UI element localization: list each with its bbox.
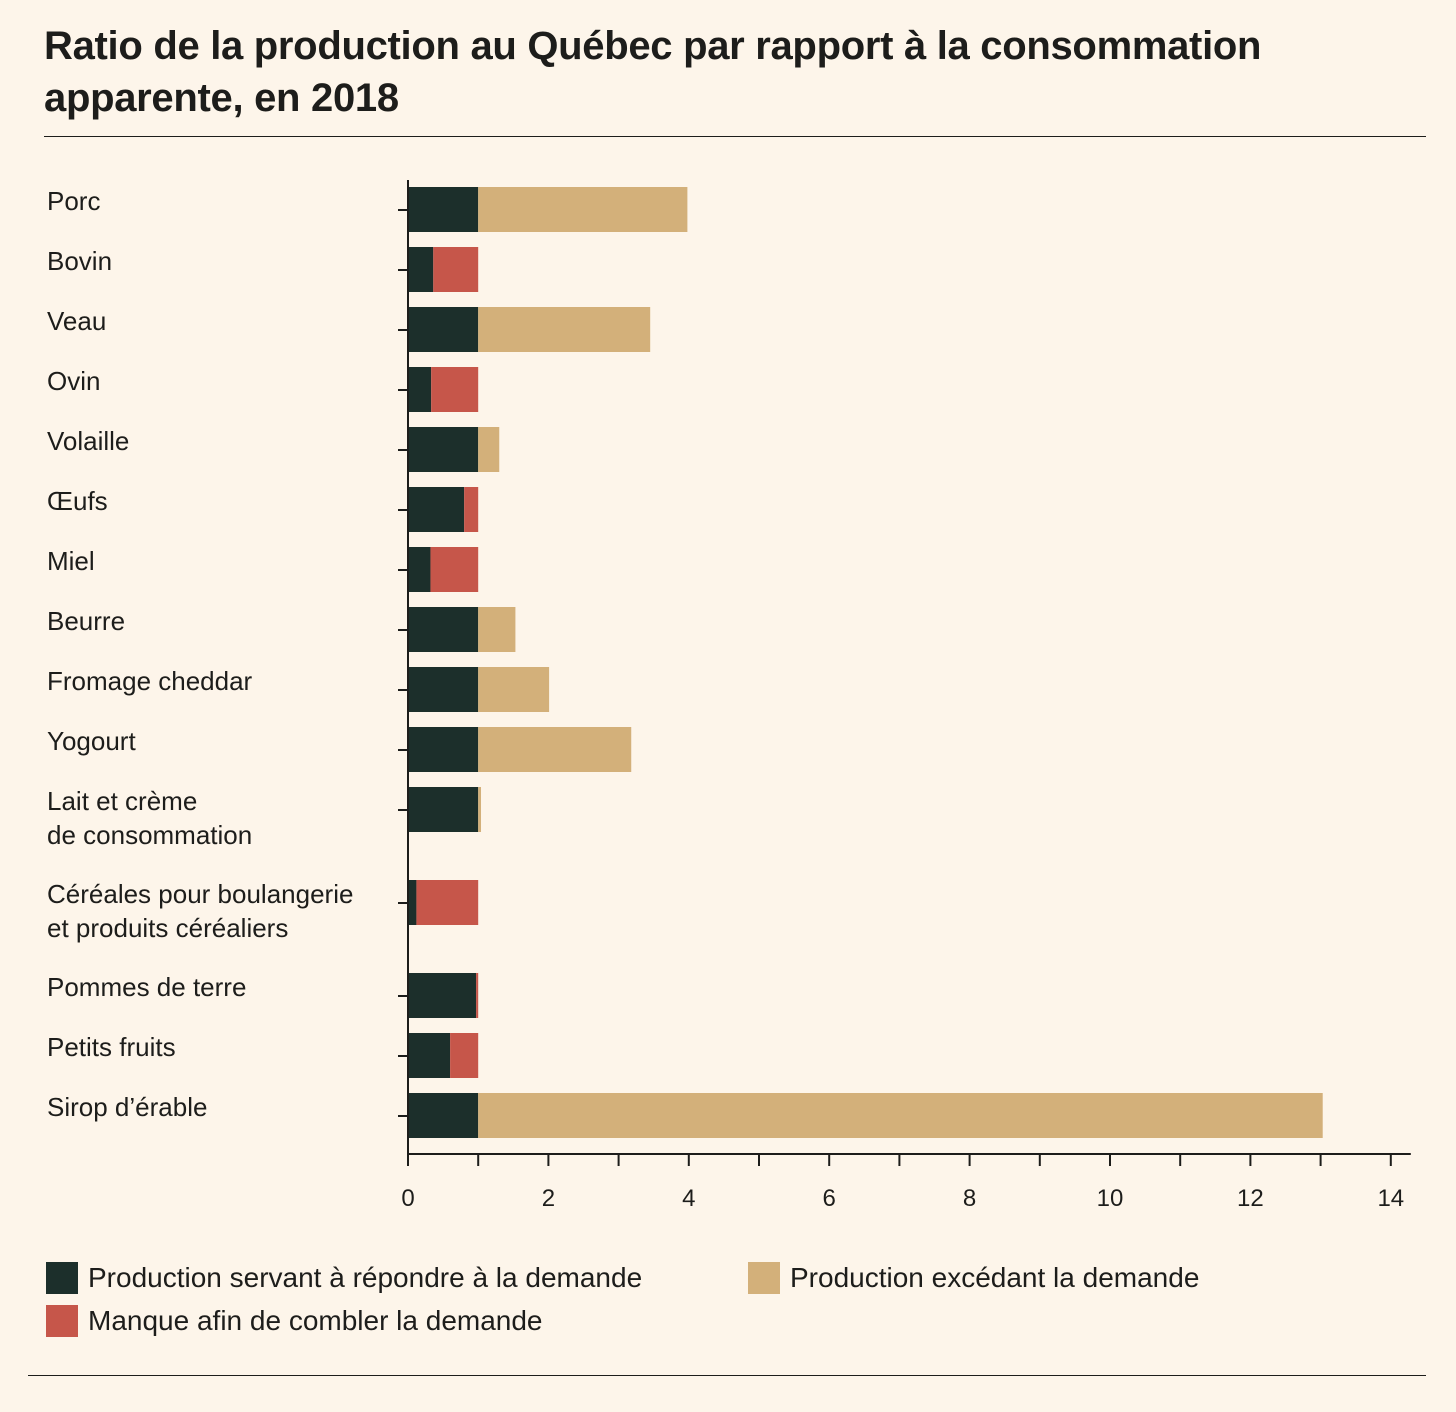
x-tick-label: 8: [963, 1185, 976, 1212]
bar-production: [408, 787, 479, 832]
bar-chart: Porc Bovin Veau Ovin Volaille Œufs Miel Beurre F…: [47, 180, 1411, 1212]
bar-production: [408, 880, 417, 925]
category-label: Beurre: [47, 606, 125, 636]
legend-label-excedent: Production excédant la demande: [790, 1262, 1200, 1293]
x-tick-label: 2: [542, 1185, 555, 1212]
bar-excedent: [478, 607, 516, 652]
x-tick-label: 10: [1097, 1185, 1124, 1212]
bottom-rule: [28, 1375, 1426, 1376]
legend-label-manque: Manque afin de combler la demande: [88, 1305, 543, 1336]
bar-excedent: [478, 427, 500, 472]
bar-production: [408, 973, 477, 1018]
bar-production: [408, 547, 431, 592]
bar-manque: [476, 973, 479, 1018]
legend-swatch-production: [46, 1262, 78, 1294]
bar-production: [408, 727, 479, 772]
category-label: de consommation: [47, 820, 252, 850]
category-label: Miel: [47, 546, 95, 576]
category-label: Veau: [47, 306, 106, 336]
x-tick-label: 4: [682, 1185, 695, 1212]
category-label: Volaille: [47, 426, 129, 456]
bar-manque: [433, 247, 479, 292]
category-label: Fromage cheddar: [47, 666, 253, 696]
top-rule: [44, 136, 1426, 137]
bar-excedent: [478, 727, 632, 772]
legend-item-production: Production servant à répondre à la deman…: [46, 1262, 642, 1294]
category-label: Pommes de terre: [47, 972, 246, 1002]
category-label: Céréales pour boulangerie: [47, 879, 353, 909]
bar-excedent: [478, 187, 688, 232]
category-label: Lait et crème: [47, 786, 197, 816]
bar-manque: [450, 1033, 479, 1078]
legend-item-manque: Manque afin de combler la demande: [46, 1305, 543, 1337]
bar-production: [408, 367, 432, 412]
bar-manque: [464, 487, 479, 532]
legend-swatch-excedent: [748, 1262, 780, 1294]
bar-production: [408, 307, 479, 352]
category-label: Petits fruits: [47, 1032, 176, 1062]
x-tick-label: 6: [823, 1185, 836, 1212]
bar-production: [408, 1033, 451, 1078]
bar-production: [408, 1093, 479, 1138]
bar-production: [408, 247, 434, 292]
bar-excedent: [478, 1093, 1323, 1138]
category-label: Ovin: [47, 366, 100, 396]
category-label: Œufs: [47, 486, 108, 516]
bar-excedent: [478, 307, 651, 352]
x-tick-label: 14: [1377, 1185, 1404, 1212]
category-label: et produits céréaliers: [47, 913, 288, 943]
legend-label-production: Production servant à répondre à la deman…: [88, 1262, 643, 1293]
category-label: Sirop d’érable: [47, 1092, 207, 1122]
category-label: Yogourt: [47, 726, 136, 756]
category-label: Bovin: [47, 246, 112, 276]
bar-production: [408, 667, 479, 712]
bar-production: [408, 487, 465, 532]
chart-title: Ratio de la production au Québec par rap…: [44, 24, 1262, 120]
bar-manque: [430, 547, 479, 592]
bar-manque: [431, 367, 479, 412]
bar-manque: [416, 880, 479, 925]
x-tick-label: 0: [401, 1185, 414, 1212]
legend-swatch-manque: [46, 1305, 78, 1337]
bar-excedent: [478, 787, 482, 832]
bar-production: [408, 607, 479, 652]
legend-item-excedent: Production excédant la demande: [748, 1262, 1199, 1294]
category-label: Porc: [47, 186, 100, 216]
x-tick-label: 12: [1237, 1185, 1264, 1212]
bar-production: [408, 187, 479, 232]
bar-production: [408, 427, 479, 472]
bar-excedent: [478, 667, 550, 712]
